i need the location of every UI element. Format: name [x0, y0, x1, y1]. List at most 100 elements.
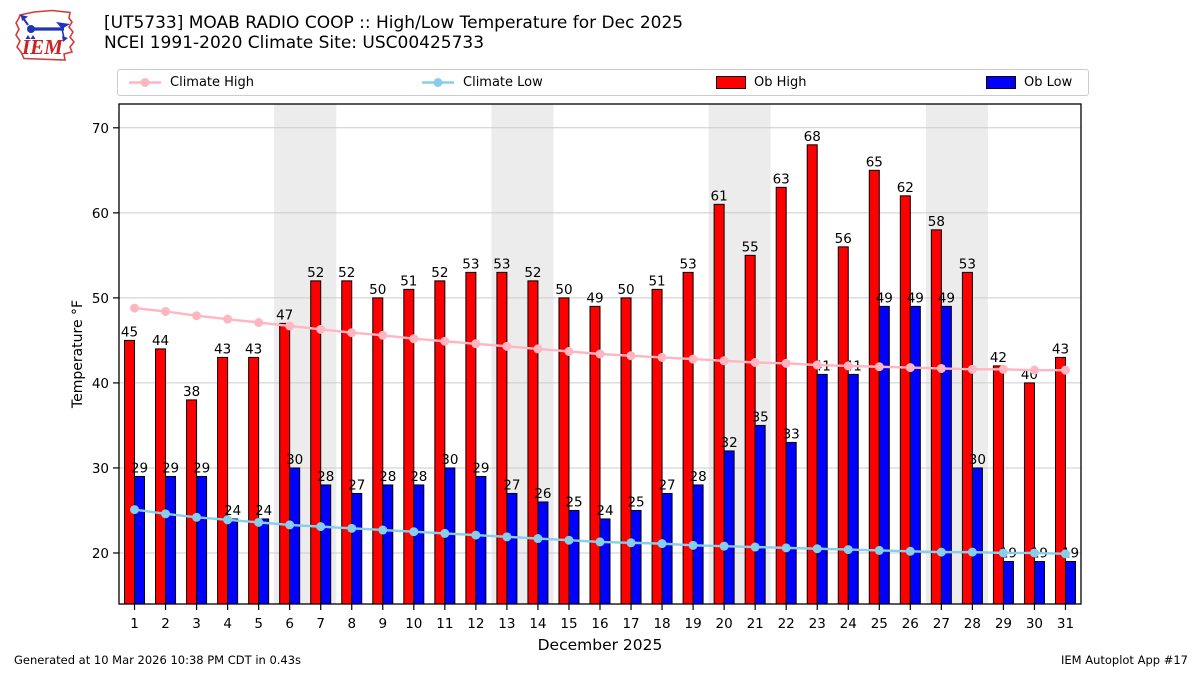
climate-line-marker	[533, 344, 543, 354]
x-tick-label: 9	[378, 616, 387, 632]
x-tick-label: 12	[467, 616, 484, 632]
generated-timestamp: Generated at 10 Mar 2026 10:38 PM CDT in…	[14, 653, 302, 667]
x-tick-label: 31	[1057, 616, 1074, 632]
bar-value-label: 53	[462, 256, 479, 272]
climate-line-marker	[192, 512, 202, 522]
climate-line-marker	[719, 541, 729, 551]
page-subtitle: NCEI 1991-2020 Climate Site: USC00425733	[104, 33, 485, 53]
x-tick-label: 1	[130, 616, 139, 632]
climate-line-marker	[657, 352, 667, 362]
ob-low-bar	[940, 305, 952, 605]
climate-line-marker	[285, 321, 295, 331]
climate-line-marker	[905, 363, 915, 373]
x-tick-label: 26	[902, 616, 919, 632]
bar-value-label: 53	[959, 256, 976, 272]
climate-line-marker	[626, 538, 636, 548]
legend-item-ob-low: Ob Low	[986, 70, 1072, 95]
climate-line-marker	[936, 363, 946, 373]
bar-value-label: 29	[131, 460, 148, 476]
climate-line-marker	[905, 546, 915, 556]
bar-value-label: 29	[162, 460, 179, 476]
x-tick-label: 4	[223, 616, 232, 632]
climate-line-marker	[161, 306, 171, 316]
climate-line-marker	[657, 539, 667, 549]
y-tick-label: 60	[92, 206, 109, 222]
climate-line-marker	[347, 328, 357, 338]
ob-low-bar	[320, 484, 332, 605]
climate-line-marker	[564, 535, 574, 545]
climate-line-marker	[502, 532, 512, 542]
climate-line-marker	[347, 523, 357, 533]
x-tick-label: 15	[560, 616, 577, 632]
iem-logo-text: IEM	[21, 35, 64, 59]
bar-value-label: 47	[276, 307, 293, 323]
climate-line-marker	[967, 364, 977, 374]
bar-value-label: 28	[690, 469, 707, 485]
bar-value-label: 28	[317, 469, 334, 485]
ob-high-bar	[651, 288, 663, 605]
climate-line-marker	[1060, 365, 1070, 375]
ob-high-bar	[992, 365, 1004, 605]
ob-low-bar	[289, 467, 301, 605]
x-tick-label: 13	[498, 616, 515, 632]
bar-value-label: 50	[369, 282, 386, 298]
climate-line-marker	[254, 318, 264, 328]
ob-high-bar	[744, 254, 756, 605]
climate-line-marker	[626, 351, 636, 361]
climate-line-marker	[440, 336, 450, 346]
bar-value-label: 58	[928, 214, 945, 230]
climate-line-marker	[967, 547, 977, 557]
climate-line-marker	[378, 525, 388, 535]
bar-value-label: 49	[907, 290, 924, 306]
bar-value-label: 30	[441, 452, 458, 468]
ob-low-bar	[227, 518, 239, 605]
ob-high-bar	[1023, 382, 1035, 605]
y-tick-label: 70	[92, 121, 109, 137]
climate-line-marker	[1029, 548, 1039, 558]
climate-line-marker	[285, 520, 295, 530]
ob-low-bar	[723, 450, 735, 605]
climate-line-marker	[874, 362, 884, 372]
page-title: [UT5733] MOAB RADIO COOP :: High/Low Tem…	[104, 13, 684, 33]
bar-value-label: 65	[866, 154, 883, 170]
ob-low-bar	[382, 484, 394, 605]
bar-value-label: 51	[400, 273, 417, 289]
bar-value-label: 49	[586, 290, 603, 306]
ob-low-patch-icon	[986, 76, 1016, 89]
ob-high-bar	[620, 297, 632, 605]
bar-value-label: 62	[897, 180, 914, 196]
ob-low-bar	[258, 518, 270, 605]
climate-low-line-icon	[421, 76, 455, 89]
x-tick-label: 11	[436, 616, 453, 632]
climate-line-marker	[595, 349, 605, 359]
bar-value-label: 29	[472, 460, 489, 476]
bar-value-label: 49	[876, 290, 893, 306]
climate-line-marker	[688, 354, 698, 364]
climate-line-marker	[874, 545, 884, 555]
ob-high-bar	[186, 399, 198, 605]
x-tick-label: 17	[622, 616, 639, 632]
bar-value-label: 43	[245, 341, 262, 357]
ob-low-bar	[1002, 560, 1014, 605]
ob-high-patch-icon	[716, 76, 746, 89]
ob-low-bar	[537, 501, 549, 605]
climate-line-marker	[440, 528, 450, 538]
climate-line-marker	[130, 505, 140, 515]
ob-high-bar	[434, 280, 446, 605]
climate-high-line-icon	[128, 76, 162, 89]
y-tick-label: 20	[92, 546, 109, 562]
x-tick-label: 16	[591, 616, 608, 632]
legend-label: Climate Low	[463, 75, 543, 90]
bar-value-label: 32	[721, 435, 738, 451]
weather-vane-icon	[20, 14, 70, 42]
bar-value-label: 52	[338, 265, 355, 281]
bar-value-label: 30	[969, 452, 986, 468]
bar-value-label: 33	[783, 426, 800, 442]
x-tick-label: 10	[405, 616, 422, 632]
ob-low-bar	[754, 424, 766, 605]
ob-low-bar	[816, 373, 828, 605]
legend-item-ob-high: Ob High	[716, 70, 807, 95]
climate-line-marker	[998, 364, 1008, 374]
